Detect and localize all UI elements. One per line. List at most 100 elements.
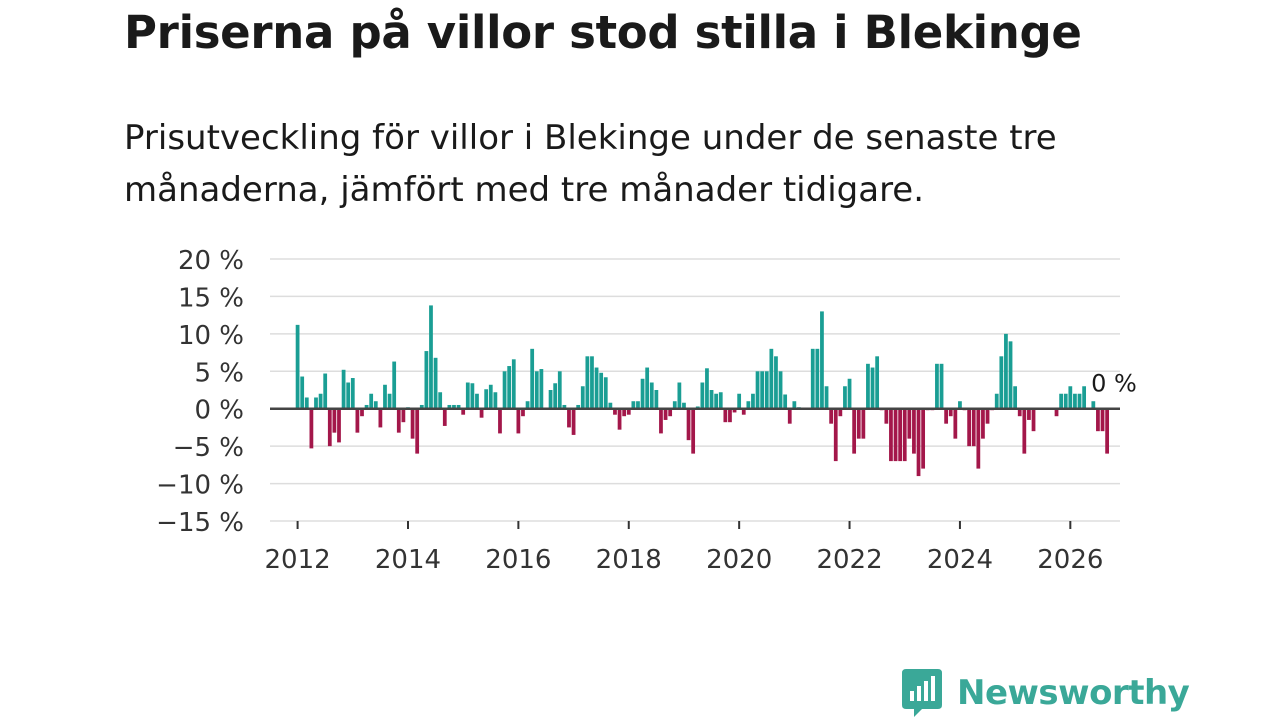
- bar: [981, 408, 985, 439]
- bar: [907, 408, 912, 439]
- bar: [645, 367, 650, 409]
- x-tick-label: 2026: [1037, 545, 1103, 575]
- bar: [1054, 408, 1059, 417]
- bar: [373, 401, 378, 409]
- bar: [778, 371, 783, 409]
- x-tick-label: 2024: [927, 545, 993, 575]
- bar: [387, 393, 392, 409]
- bar: [1068, 386, 1073, 409]
- bar: [599, 372, 604, 409]
- bar: [1063, 393, 1068, 409]
- bar: [861, 408, 866, 439]
- bar: [442, 408, 447, 426]
- x-tick-label: 2020: [706, 545, 772, 575]
- bar: [493, 392, 498, 409]
- bar: [567, 408, 571, 428]
- bar: [594, 367, 599, 409]
- bar: [976, 408, 981, 469]
- bar: [677, 382, 682, 409]
- bar: [884, 408, 889, 424]
- y-tick-label: −15 %: [156, 508, 244, 538]
- bar: [304, 397, 309, 409]
- bar: [921, 408, 926, 469]
- bar: [530, 348, 535, 409]
- bar: [507, 366, 512, 409]
- bar: [659, 408, 663, 434]
- bar: [916, 408, 921, 477]
- bar: [548, 390, 553, 409]
- x-axis: 2012 2014 2016 2018 2020 2022 2024 2026: [265, 521, 1103, 575]
- bar: [360, 408, 364, 417]
- bar: [709, 390, 714, 409]
- bar: [484, 389, 489, 409]
- bar: [774, 356, 778, 409]
- grid-lines: [270, 258, 1120, 522]
- bar: [935, 363, 939, 409]
- bar: [912, 408, 916, 454]
- bar: [847, 378, 852, 409]
- bar: [654, 390, 659, 409]
- bar: [516, 408, 521, 434]
- bar: [746, 401, 751, 409]
- bar: [948, 408, 953, 417]
- bar: [534, 371, 539, 409]
- bar: [553, 383, 558, 409]
- bar: [967, 408, 972, 447]
- bar: [1073, 393, 1077, 409]
- bar: [346, 382, 351, 409]
- bar: [875, 356, 880, 409]
- bar: [902, 408, 907, 462]
- bar: [479, 408, 484, 418]
- bar: [953, 408, 958, 439]
- bar: [438, 392, 443, 409]
- bar: [626, 408, 631, 415]
- bar: [668, 408, 673, 417]
- bar: [723, 408, 728, 423]
- bar: [824, 386, 829, 409]
- bar: [994, 393, 999, 409]
- bar: [603, 377, 608, 409]
- last-value-label: 0 %: [1091, 370, 1137, 398]
- bar: [419, 404, 424, 409]
- bar: [783, 394, 788, 409]
- bar: [318, 393, 323, 409]
- bar: [958, 401, 962, 409]
- bar: [396, 408, 401, 433]
- bar: [580, 386, 585, 409]
- y-tick-label: 0 %: [194, 396, 244, 426]
- bar: [608, 402, 613, 409]
- bar: [465, 382, 470, 409]
- bar: [640, 378, 645, 409]
- bar: [1031, 408, 1036, 432]
- bar: [392, 361, 397, 409]
- bar: [350, 378, 355, 409]
- y-tick-label: −5 %: [173, 433, 244, 463]
- bar: [741, 408, 746, 415]
- x-tick-label: 2014: [375, 545, 441, 575]
- bar: [760, 371, 765, 409]
- bar: [585, 356, 590, 409]
- bar: [323, 373, 328, 409]
- bar: [718, 392, 723, 409]
- bar: [787, 408, 792, 424]
- bar-series: [295, 305, 1110, 477]
- bar: [1091, 401, 1096, 409]
- newsworthy-logo-icon: [902, 669, 942, 717]
- bar: [1105, 408, 1110, 454]
- bar: [452, 404, 456, 409]
- bar: [971, 408, 976, 447]
- bar: [488, 384, 493, 409]
- bar: [498, 408, 502, 434]
- bar: [1027, 408, 1031, 420]
- bar: [1017, 408, 1022, 417]
- bar: [314, 397, 318, 409]
- bar: [622, 408, 627, 417]
- bar: [769, 348, 774, 409]
- bar: [525, 401, 530, 409]
- chart-subtitle: Prisutveckling för villor i Blekinge und…: [124, 118, 1057, 210]
- bar: [364, 404, 369, 409]
- bar: [898, 408, 903, 462]
- bar: [649, 382, 654, 409]
- x-tick-label: 2012: [265, 545, 331, 575]
- y-tick-label: 20 %: [178, 246, 244, 276]
